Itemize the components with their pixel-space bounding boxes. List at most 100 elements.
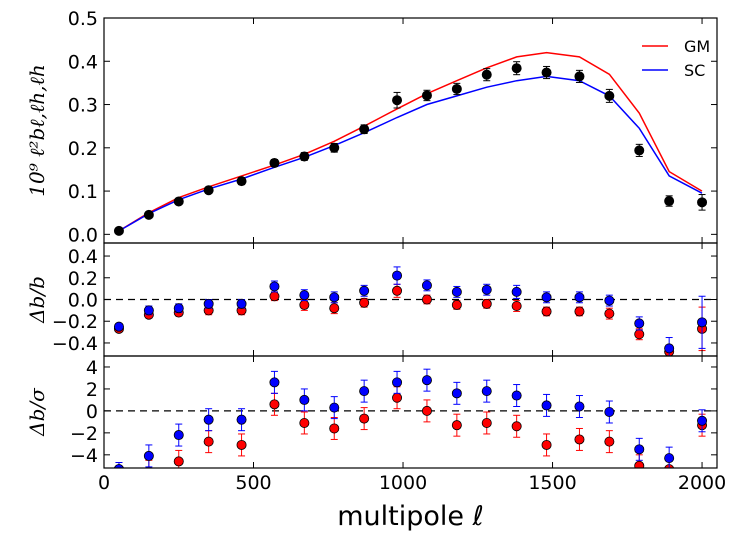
data-point-blue-pts [143, 305, 154, 316]
x-tick-label: 2000 [678, 472, 726, 494]
y-tick-label: −4 [70, 445, 98, 467]
data-point-blue-pts [269, 281, 280, 292]
data-point-blue-pts [392, 377, 403, 388]
data-point-data [203, 185, 214, 196]
data-point-red-pts [574, 434, 585, 445]
data-point-red-pts [299, 299, 310, 310]
data-point-blue-pts [604, 295, 615, 306]
data-point-data [143, 209, 154, 220]
data-point-red-pts [173, 456, 184, 467]
data-point-data [173, 196, 184, 207]
y-tick-label: −0.4 [52, 333, 98, 355]
data-point-blue-pts [511, 286, 522, 297]
data-point-red-pts [392, 285, 403, 296]
data-point-data [269, 157, 280, 168]
data-point-blue-pts [359, 285, 370, 296]
panel-2-frame [103, 355, 718, 469]
data-point-data [604, 90, 615, 101]
data-point-data [421, 90, 432, 101]
x-tick-label: 1000 [379, 472, 427, 494]
y-tick-label: 0.4 [68, 51, 98, 73]
data-point-red-pts [604, 436, 615, 447]
data-point-data [392, 95, 403, 106]
data-point-data [236, 176, 247, 187]
legend-label-gm: GM [684, 37, 710, 56]
data-point-data [511, 63, 522, 74]
x-tick-label: 1500 [528, 472, 576, 494]
data-point-blue-pts [574, 401, 585, 412]
series-line-gm [118, 51, 703, 232]
data-point-data [113, 225, 124, 236]
data-point-data [574, 71, 585, 82]
data-point-red-pts [392, 392, 403, 403]
data-point-blue-pts [541, 292, 552, 303]
data-point-blue-pts [574, 292, 585, 303]
data-point-blue-pts [451, 286, 462, 297]
data-point-data [481, 69, 492, 80]
data-point-data [697, 197, 708, 208]
y-tick-label: 0.2 [68, 138, 98, 160]
data-point-blue-pts [299, 394, 310, 405]
data-point-blue-pts [451, 388, 462, 399]
data-point-red-pts [421, 294, 432, 305]
data-point-blue-pts [269, 377, 280, 388]
y-tick-label: 0.2 [68, 268, 98, 290]
data-point-blue-pts [541, 400, 552, 411]
y-tick-label: 0.0 [68, 290, 98, 312]
data-point-blue-pts [203, 414, 214, 425]
data-point-red-pts [541, 439, 552, 450]
y-tick-label: 0.4 [68, 246, 98, 268]
data-point-blue-pts [604, 406, 615, 417]
data-point-red-pts [634, 329, 645, 340]
data-point-red-pts [481, 417, 492, 428]
panel-0-plot-area [113, 51, 708, 236]
data-point-blue-pts [236, 298, 247, 309]
data-point-red-pts [604, 308, 615, 319]
y-tick-label: −0.2 [52, 311, 98, 333]
y-tick-label: 0 [86, 401, 98, 423]
data-point-red-pts [359, 297, 370, 308]
data-point-red-pts [269, 399, 280, 410]
data-point-blue-pts [329, 292, 340, 303]
data-point-data [541, 67, 552, 78]
data-point-blue-pts [697, 415, 708, 426]
y-tick-label: 0.5 [68, 8, 98, 30]
data-point-red-pts [421, 405, 432, 416]
data-point-blue-pts [697, 317, 708, 328]
data-point-red-pts [634, 460, 645, 468]
y-tick-label: −2 [70, 423, 98, 445]
data-point-blue-pts [143, 450, 154, 461]
legend-label-sc: SC [684, 61, 705, 80]
data-point-red-pts [299, 417, 310, 428]
series-line-sc [118, 75, 703, 232]
data-point-blue-pts [481, 386, 492, 397]
data-point-blue-pts [173, 430, 184, 441]
data-point-blue-pts [173, 303, 184, 314]
x-tick-label: 0 [98, 472, 110, 494]
y-tick-label: 4 [86, 357, 98, 379]
data-point-red-pts [269, 291, 280, 302]
data-point-blue-pts [113, 321, 124, 332]
data-point-blue-pts [634, 318, 645, 329]
data-point-data [329, 142, 340, 153]
data-point-red-pts [203, 436, 214, 447]
y-axis-label: 10⁹ ℓ²bℓ,ℓh,ℓh [25, 64, 49, 196]
data-point-red-pts [451, 299, 462, 310]
data-point-blue-pts [511, 390, 522, 401]
panel-1-plot-area [104, 266, 717, 356]
x-axis-label: multipole ℓ [337, 501, 484, 532]
data-point-data [299, 151, 310, 162]
data-point-blue-pts [299, 290, 310, 301]
y-axis-label: Δb/b [25, 276, 49, 324]
data-point-blue-pts [664, 453, 675, 464]
data-point-red-pts [511, 421, 522, 432]
data-point-red-pts [541, 306, 552, 317]
data-point-blue-pts [481, 284, 492, 295]
y-tick-label: 0.3 [68, 95, 98, 117]
data-point-red-pts [329, 423, 340, 434]
panel-2-plot-area [104, 368, 717, 468]
data-point-red-pts [574, 306, 585, 317]
data-point-data [359, 124, 370, 135]
y-tick-label: 0.0 [68, 224, 98, 246]
